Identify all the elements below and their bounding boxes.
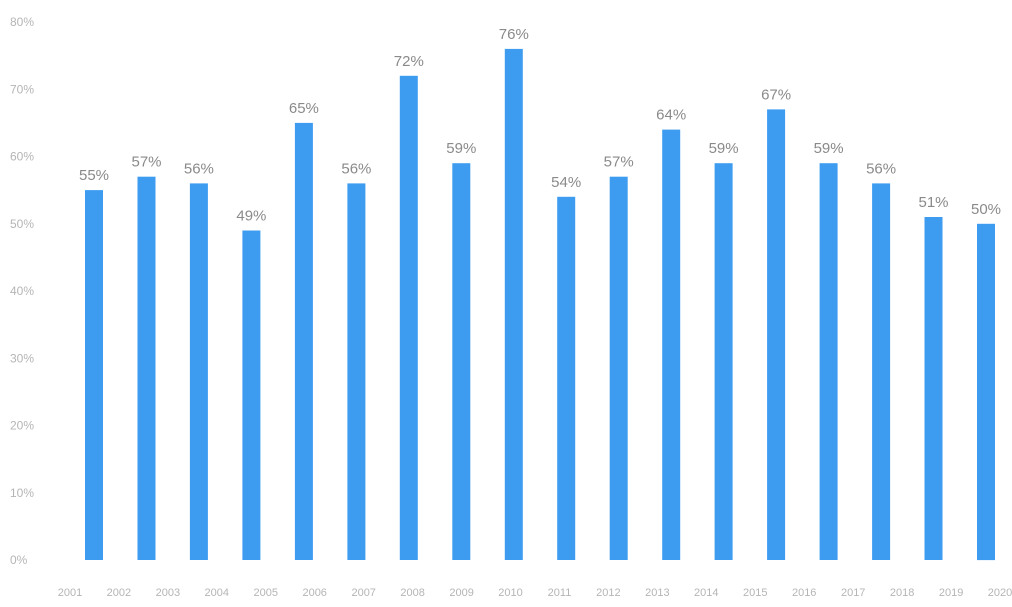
bar	[609, 176, 628, 560]
bar	[347, 183, 366, 560]
y-tick-label: 40%	[10, 284, 34, 298]
x-tick-label: 2011	[548, 587, 572, 599]
data-label: 49%	[236, 208, 266, 225]
bar	[452, 163, 471, 560]
data-labels: 55% 57% 56% 49% 65% 56% 72% 59% 76% 54% 57% 64% 59% 6…	[79, 26, 1001, 225]
x-tick-label: 2002	[107, 587, 131, 599]
x-tick-label: 2015	[743, 587, 767, 599]
x-tick-label: 2009	[449, 587, 473, 599]
x-tick-label: 2014	[694, 587, 718, 599]
y-tick-label: 30%	[10, 351, 34, 365]
bar	[924, 217, 943, 560]
x-tick-label: 2010	[498, 587, 522, 599]
data-label: 55%	[79, 167, 109, 184]
x-tick-label: 2006	[302, 587, 326, 599]
x-tick-label: 2017	[841, 587, 865, 599]
data-label: 56%	[866, 160, 896, 177]
data-label: 59%	[446, 140, 476, 157]
bar	[872, 183, 891, 560]
data-label: 51%	[918, 194, 948, 211]
data-label: 57%	[131, 154, 161, 171]
x-tick-label: 2020	[988, 587, 1012, 599]
bars	[85, 48, 995, 561]
data-label: 59%	[709, 140, 739, 157]
bar	[242, 230, 261, 560]
data-label: 65%	[289, 100, 319, 117]
y-tick-label: 50%	[10, 217, 34, 231]
data-label: 72%	[394, 53, 424, 70]
bar	[85, 190, 103, 560]
data-label: 59%	[814, 140, 844, 157]
bar	[819, 163, 838, 560]
x-tick-label: 2016	[792, 587, 816, 599]
y-tick-label: 60%	[10, 150, 34, 164]
bar	[189, 183, 208, 560]
x-tick-label: 2018	[890, 587, 914, 599]
y-axis: 0% 10% 20% 30% 40% 50% 60% 70% 80%	[10, 15, 34, 567]
y-tick-label: 80%	[10, 15, 34, 29]
x-tick-label: 2005	[254, 587, 278, 599]
y-tick-label: 0%	[10, 553, 28, 567]
bar	[557, 196, 576, 561]
y-tick-label: 20%	[10, 419, 34, 433]
x-tick-label: 2013	[645, 587, 669, 599]
bar	[294, 122, 313, 561]
bar	[504, 48, 523, 561]
data-label: 54%	[551, 174, 581, 191]
bar	[662, 129, 681, 560]
x-tick-label: 2007	[351, 587, 375, 599]
bar	[714, 163, 733, 560]
data-label: 50%	[971, 201, 1001, 218]
y-tick-label: 70%	[10, 82, 34, 96]
x-tick-label: 2012	[596, 587, 620, 599]
x-axis: 2001 2002 2003 2004 2005 2006 2007 2008 2009 2010…	[58, 587, 1012, 599]
x-tick-label: 2004	[205, 587, 229, 599]
bar	[137, 176, 156, 560]
x-tick-label: 2008	[400, 587, 424, 599]
bar	[977, 223, 995, 561]
data-label: 57%	[604, 154, 634, 171]
data-label: 64%	[656, 107, 686, 124]
data-label: 56%	[184, 160, 214, 177]
bar	[399, 75, 418, 561]
y-tick-label: 10%	[10, 486, 34, 500]
bar	[767, 109, 786, 561]
x-tick-label: 2003	[156, 587, 180, 599]
x-tick-label: 2001	[58, 587, 82, 599]
data-label: 56%	[341, 160, 371, 177]
data-label: 76%	[499, 26, 529, 43]
data-label: 67%	[761, 86, 791, 103]
x-tick-label: 2019	[939, 587, 963, 599]
